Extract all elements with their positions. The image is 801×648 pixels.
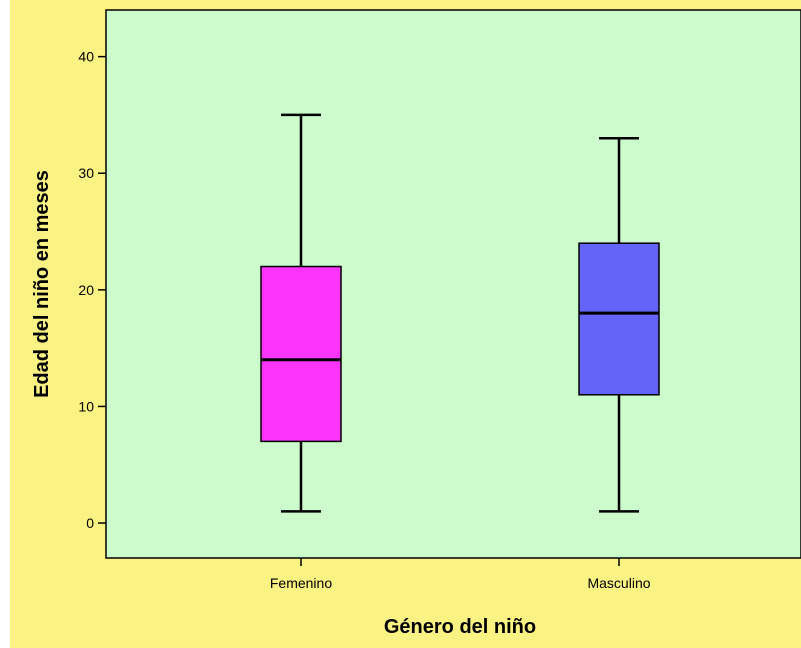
- x-category-label: Femenino: [270, 575, 332, 591]
- x-axis: Femenino Masculino: [270, 558, 651, 591]
- x-axis-title: Género del niño: [384, 616, 536, 638]
- y-tick-label: 10: [78, 398, 94, 414]
- y-tick-label: 0: [86, 515, 94, 531]
- boxes-group: [260, 113, 660, 513]
- box-femenino: [260, 113, 342, 513]
- box-masculino: [578, 137, 660, 513]
- iqr-box: [578, 242, 660, 396]
- y-axis-title: Edad del niño en meses: [31, 170, 53, 398]
- y-tick-label: 20: [78, 282, 94, 298]
- y-tick-label: 40: [78, 49, 94, 65]
- iqr-box: [260, 265, 342, 443]
- x-category-label: Masculino: [587, 575, 650, 591]
- plot-area: [105, 9, 801, 559]
- y-tick-label: 30: [78, 165, 94, 181]
- y-axis: 0 10 20 30 40: [78, 49, 106, 531]
